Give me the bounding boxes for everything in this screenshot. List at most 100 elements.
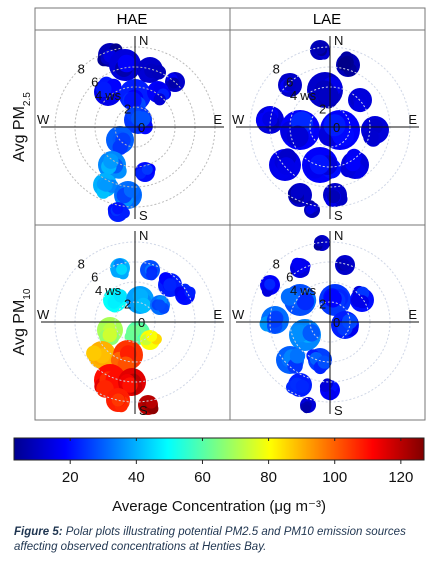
ring-label: 4 ws	[290, 88, 317, 103]
concentration-cell	[289, 348, 306, 364]
compass-n: N	[334, 33, 343, 48]
concentration-cell	[99, 178, 113, 192]
concentration-cell	[117, 54, 136, 73]
concentration-cell	[345, 155, 361, 172]
compass-w: W	[232, 307, 245, 322]
ring-label: 8	[78, 61, 85, 76]
compass-e: E	[408, 307, 417, 322]
colorbar-tick-label: 80	[260, 469, 277, 486]
concentration-cell	[168, 77, 180, 89]
compass-w: W	[37, 112, 50, 127]
concentration-cell	[323, 114, 346, 137]
concentration-cell	[295, 379, 309, 393]
concentration-cell	[135, 297, 151, 314]
concentration-cell	[280, 288, 299, 306]
origin-label: 0	[138, 315, 145, 330]
ring-label: 2	[319, 102, 326, 117]
concentration-cell	[145, 397, 157, 409]
concentration-cell	[302, 324, 321, 342]
concentration-cell	[96, 81, 112, 98]
ring-label: 2	[124, 102, 131, 117]
concentration-cell	[290, 186, 304, 200]
concentration-cell	[363, 129, 379, 145]
compass-e: E	[408, 112, 417, 127]
concentration-cell	[296, 292, 315, 311]
ring-unit-label: ws	[104, 88, 121, 103]
ring-label: 8	[78, 256, 85, 271]
compass-s: S	[139, 403, 148, 418]
compass-w: W	[37, 307, 50, 322]
column-title-lae: LAE	[313, 11, 341, 28]
concentration-cell	[124, 91, 142, 110]
concentration-cell	[337, 57, 351, 71]
concentration-cell	[315, 237, 325, 247]
concentration-cell	[141, 163, 153, 175]
colorbar-ticks: 20 40 60 80 100 120	[62, 438, 413, 486]
concentration-cell	[309, 154, 330, 175]
concentration-cell	[324, 290, 342, 308]
concentration-cell	[319, 381, 331, 392]
concentration-cell	[113, 289, 127, 303]
concentration-cell	[305, 205, 315, 215]
compass-s: S	[334, 208, 343, 223]
origin-label: 0	[333, 120, 340, 135]
concentration-cell	[146, 330, 158, 342]
origin-label: 0	[138, 120, 145, 135]
compass-s: S	[139, 208, 148, 223]
concentration-cell	[339, 259, 351, 271]
compass-s: S	[334, 403, 343, 418]
ring-label: 8	[273, 256, 280, 271]
ring-label: 2	[124, 297, 131, 312]
concentration-cell	[153, 93, 166, 106]
colorbar-tick-label: 60	[194, 469, 211, 486]
concentration-cell	[112, 139, 128, 155]
ring-label: 2	[319, 297, 326, 312]
column-title-hae: HAE	[117, 11, 148, 28]
ring-label: 6	[91, 75, 98, 90]
concentration-cell	[353, 98, 367, 113]
concentration-cell	[317, 355, 331, 369]
compass-e: E	[213, 112, 222, 127]
caption-lead: Figure 5:	[14, 526, 63, 538]
concentration-cell	[286, 125, 309, 148]
colorbar-tick-label: 100	[322, 469, 347, 486]
ring-label: 8	[273, 61, 280, 76]
concentration-cell	[86, 345, 102, 361]
concentration-cell	[264, 278, 276, 290]
concentration-cell	[151, 65, 166, 80]
concentration-cell	[123, 182, 140, 198]
concentration-cell	[111, 393, 125, 407]
compass-n: N	[334, 228, 343, 243]
compass-n: N	[139, 33, 148, 48]
ring-label: 6	[91, 270, 98, 285]
concentration-cell	[351, 293, 365, 307]
ring-unit-label: ws	[299, 283, 316, 298]
concentration-cell	[146, 269, 158, 281]
row-label-pm25: Avg PM2.5	[11, 92, 33, 162]
colorbar-tick-label: 120	[388, 469, 413, 486]
concentration-cell	[327, 190, 341, 204]
concentration-cell	[283, 78, 297, 92]
concentration-cell	[277, 157, 295, 175]
compass-n: N	[139, 228, 148, 243]
concentration-cell	[313, 43, 325, 55]
colorbar-tick-label: 40	[128, 469, 145, 486]
concentration-cell	[154, 299, 166, 311]
caption-text: Polar plots illustrating potential PM2.5…	[14, 526, 406, 553]
concentration-cell	[262, 111, 278, 127]
concentration-cell	[112, 203, 124, 215]
ring-unit-label: ws	[104, 283, 121, 298]
concentration-cell	[266, 312, 283, 328]
ring-label: 6	[286, 270, 293, 285]
ring-label: 4 ws	[95, 283, 122, 298]
colorbar	[13, 437, 425, 461]
colorbar-tick-label: 20	[62, 469, 79, 486]
concentration-cell	[116, 263, 128, 275]
concentration-cell	[122, 377, 138, 393]
origin-label: 0	[333, 315, 340, 330]
